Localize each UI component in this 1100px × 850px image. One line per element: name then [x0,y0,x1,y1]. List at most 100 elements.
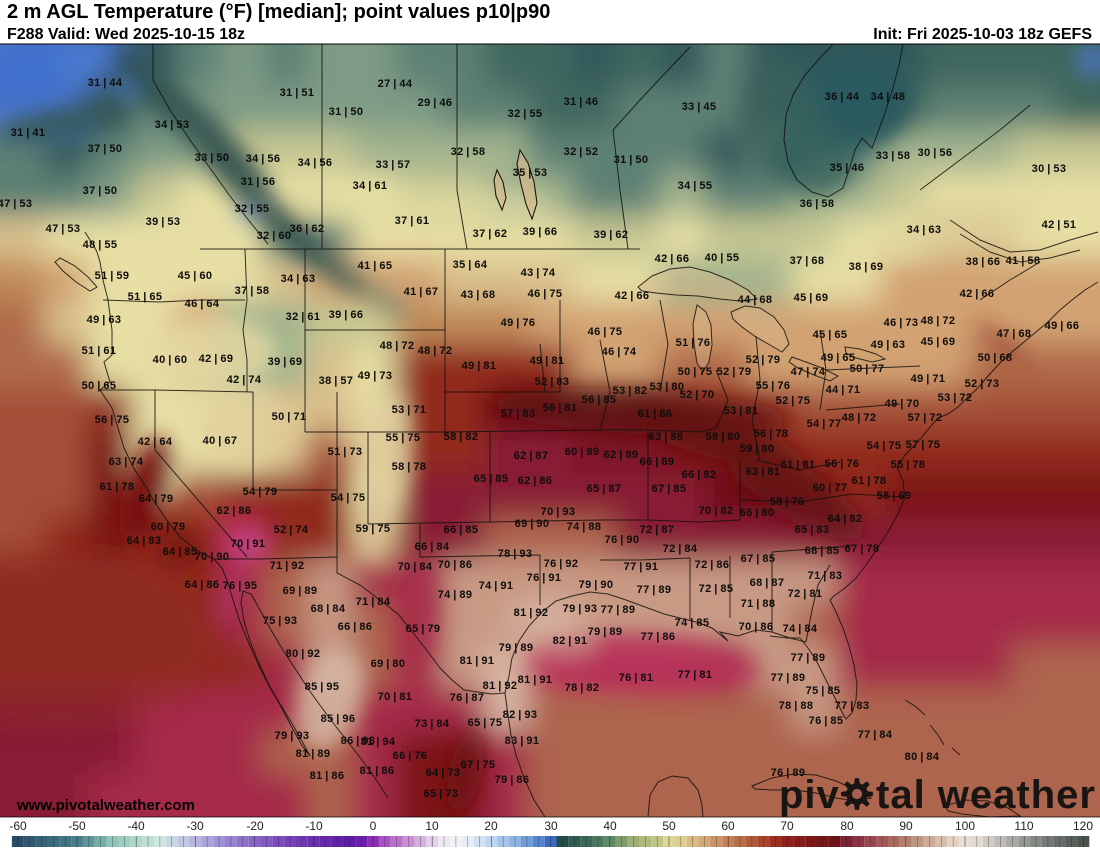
svg-text:110: 110 [1014,819,1033,833]
svg-text:77 | 89: 77 | 89 [601,604,636,616]
svg-text:34 | 61: 34 | 61 [353,180,388,192]
svg-text:72 | 85: 72 | 85 [699,583,734,595]
svg-text:50 | 71: 50 | 71 [272,411,307,423]
svg-text:85 | 95: 85 | 95 [305,681,340,693]
svg-text:50 | 68: 50 | 68 [978,352,1013,364]
svg-text:81 | 94: 81 | 94 [361,736,396,748]
svg-text:55 | 75: 55 | 75 [386,432,421,444]
svg-text:68 | 87: 68 | 87 [750,577,785,589]
svg-text:56 | 75: 56 | 75 [95,414,130,426]
svg-text:48 | 72: 48 | 72 [842,412,877,424]
svg-text:38 | 69: 38 | 69 [849,261,884,273]
svg-text:52 | 74: 52 | 74 [274,524,309,536]
svg-text:-10: -10 [305,819,323,833]
svg-text:79 | 89: 79 | 89 [499,642,534,654]
svg-text:81 | 92: 81 | 92 [483,680,518,692]
svg-text:72 | 84: 72 | 84 [663,543,698,555]
svg-text:68 | 84: 68 | 84 [311,603,346,615]
svg-text:47 | 68: 47 | 68 [997,328,1032,340]
svg-text:39 | 66: 39 | 66 [523,226,558,238]
svg-text:34 | 48: 34 | 48 [871,91,906,103]
svg-text:75 | 93: 75 | 93 [263,615,298,627]
svg-text:65 | 83: 65 | 83 [795,524,830,536]
svg-text:62 | 87: 62 | 87 [514,450,549,462]
svg-text:50 | 77: 50 | 77 [850,363,885,375]
svg-text:66 | 86: 66 | 86 [338,621,373,633]
svg-text:39 | 66: 39 | 66 [329,309,364,321]
svg-text:31 | 41: 31 | 41 [11,127,46,139]
svg-text:65 | 87: 65 | 87 [587,483,622,495]
svg-text:53 | 82: 53 | 82 [613,385,648,397]
svg-text:53 | 72: 53 | 72 [938,392,973,404]
svg-text:40 | 55: 40 | 55 [705,252,740,264]
svg-text:49 | 65: 49 | 65 [821,352,856,364]
svg-text:39 | 69: 39 | 69 [268,356,303,368]
svg-text:70 | 86: 70 | 86 [739,621,774,633]
svg-text:44 | 68: 44 | 68 [738,294,773,306]
svg-text:42 | 74: 42 | 74 [227,374,262,386]
svg-text:77 | 89: 77 | 89 [771,672,806,684]
svg-text:43 | 68: 43 | 68 [461,289,496,301]
svg-text:54 | 79: 54 | 79 [243,486,278,498]
svg-text:74 | 85: 74 | 85 [675,617,710,629]
svg-text:34 | 55: 34 | 55 [678,180,713,192]
svg-text:78 | 82: 78 | 82 [565,682,600,694]
svg-text:56 | 76: 56 | 76 [825,458,860,470]
svg-text:61 | 78: 61 | 78 [852,475,887,487]
svg-text:70: 70 [780,819,794,833]
svg-text:81 | 86: 81 | 86 [310,770,345,782]
svg-text:70 | 93: 70 | 93 [541,506,576,518]
svg-text:52 | 73: 52 | 73 [965,378,1000,390]
svg-text:66 | 85: 66 | 85 [444,524,479,536]
svg-text:71 | 84: 71 | 84 [356,596,391,608]
svg-text:64 | 86: 64 | 86 [185,579,220,591]
svg-text:77 | 83: 77 | 83 [835,700,870,712]
svg-text:76 | 85: 76 | 85 [809,715,844,727]
svg-text:80 | 84: 80 | 84 [905,751,940,763]
svg-text:74 | 84: 74 | 84 [783,623,818,635]
svg-text:32 | 52: 32 | 52 [564,146,599,158]
svg-text:31 | 50: 31 | 50 [329,106,364,118]
svg-text:76 | 90: 76 | 90 [605,534,640,546]
svg-text:41 | 58: 41 | 58 [1006,255,1041,267]
svg-text:67 | 85: 67 | 85 [741,553,776,565]
svg-text:57 | 83: 57 | 83 [501,408,536,420]
svg-text:66 | 89: 66 | 89 [640,456,675,468]
svg-text:39 | 62: 39 | 62 [594,229,629,241]
svg-text:52 | 70: 52 | 70 [680,389,715,401]
svg-text:piv: piv [779,773,840,817]
svg-text:50 | 65: 50 | 65 [82,380,117,392]
svg-text:34 | 63: 34 | 63 [281,273,316,285]
svg-text:42 | 66: 42 | 66 [960,288,995,300]
svg-text:37 | 68: 37 | 68 [790,255,825,267]
svg-text:75 | 85: 75 | 85 [806,685,841,697]
svg-text:33 | 58: 33 | 58 [876,150,911,162]
svg-text:66 | 84: 66 | 84 [415,541,450,553]
svg-text:49 | 71: 49 | 71 [911,373,946,385]
svg-text:70 | 84: 70 | 84 [398,561,433,573]
svg-text:67 | 75: 67 | 75 [461,759,496,771]
svg-text:74 | 89: 74 | 89 [438,589,473,601]
svg-text:32 | 55: 32 | 55 [235,203,270,215]
svg-text:64 | 82: 64 | 82 [828,513,863,525]
svg-text:46 | 75: 46 | 75 [528,288,563,300]
svg-text:57 | 72: 57 | 72 [908,412,943,424]
svg-text:52 | 79: 52 | 79 [746,354,781,366]
svg-text:34 | 53: 34 | 53 [155,119,190,131]
svg-text:58 | 78: 58 | 78 [392,461,427,473]
svg-text:79 | 90: 79 | 90 [579,579,614,591]
svg-text:77 | 89: 77 | 89 [791,652,826,664]
svg-text:37 | 62: 37 | 62 [473,228,508,240]
svg-text:77 | 86: 77 | 86 [641,631,676,643]
svg-text:56 | 85: 56 | 85 [582,394,617,406]
svg-text:79 | 89: 79 | 89 [588,626,623,638]
svg-text:61 | 78: 61 | 78 [100,481,135,493]
svg-text:67 | 85: 67 | 85 [652,483,687,495]
svg-text:79 | 93: 79 | 93 [563,603,598,615]
svg-text:60 | 77: 60 | 77 [813,482,848,494]
svg-text:76 | 87: 76 | 87 [450,692,485,704]
svg-text:32 | 58: 32 | 58 [451,146,486,158]
svg-text:30 | 56: 30 | 56 [918,147,953,159]
svg-text:56 | 81: 56 | 81 [543,402,578,414]
svg-text:69 | 89: 69 | 89 [283,585,318,597]
